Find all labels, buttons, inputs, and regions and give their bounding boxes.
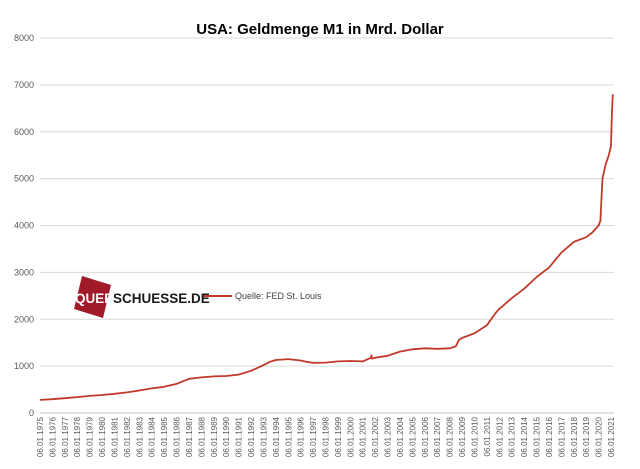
x-tick-label: 06.01.2010: [470, 416, 479, 457]
x-tick-label: 06.01.2013: [508, 416, 517, 457]
chart-title: USA: Geldmenge M1 in Mrd. Dollar: [196, 21, 444, 38]
x-axis-ticks: 06.01.1975 06.01.1976 06.01.1977 06.01.1978…: [36, 416, 616, 457]
x-tick-label: 06.01.2005: [408, 416, 417, 457]
y-tick-label: 8000: [14, 33, 34, 43]
x-tick-label: 06.01.2020: [595, 416, 604, 457]
x-tick-label: 06.01.1983: [135, 416, 144, 457]
y-tick-label: 5000: [14, 174, 34, 184]
x-tick-label: 06.01.2019: [582, 416, 591, 457]
x-tick-label: 06.01.2018: [570, 416, 579, 457]
x-tick-label: 06.01.2004: [396, 416, 405, 457]
x-tick-label: 06.01.1976: [48, 416, 57, 457]
logo-mark: [74, 276, 111, 318]
logo-suffix: SCHUESSE.DE: [113, 291, 210, 306]
y-axis-ticks: 0 1000 2000 3000 4000 5000 6000 7000 8000: [14, 33, 34, 418]
x-tick-label: 06.01.2009: [458, 416, 467, 457]
x-tick-label: 06.01.1999: [334, 416, 343, 457]
x-tick-label: 06.01.2007: [433, 416, 442, 457]
x-tick-label: 06.01.1981: [110, 416, 119, 457]
series-layer: [39, 94, 614, 401]
x-tick-label: 06.01.1988: [197, 416, 206, 457]
x-tick-label: 06.01.1993: [259, 416, 268, 457]
y-tick-label: 1000: [14, 361, 34, 371]
x-tick-label: 06.01.2021: [607, 416, 616, 457]
x-tick-label: 06.01.1998: [322, 416, 331, 457]
x-tick-label: 06.01.1996: [297, 416, 306, 457]
series-line-0: [39, 94, 614, 401]
x-tick-label: 06.01.2001: [359, 416, 368, 457]
x-tick-label: 06.01.2016: [545, 416, 554, 457]
x-tick-label: 06.01.1978: [73, 416, 82, 457]
x-tick-label: 06.01.1975: [36, 416, 45, 457]
x-tick-label: 06.01.1979: [86, 416, 95, 457]
logo-prefix: QUER: [75, 291, 114, 306]
x-tick-label: 06.01.1987: [185, 416, 194, 457]
x-tick-label: 06.01.2014: [520, 416, 529, 457]
x-tick-label: 06.01.2011: [483, 416, 492, 456]
x-tick-label: 06.01.1992: [247, 416, 256, 457]
x-tick-label: 06.01.1977: [61, 416, 70, 457]
y-tick-label: 2000: [14, 314, 34, 324]
x-tick-label: 06.01.2002: [371, 416, 380, 457]
x-tick-label: 06.01.2003: [384, 416, 393, 457]
y-tick-label: 4000: [14, 221, 34, 231]
x-tick-label: 06.01.2008: [446, 416, 455, 457]
y-tick-label: 3000: [14, 267, 34, 277]
x-tick-label: 06.01.1990: [222, 416, 231, 457]
x-tick-label: 06.01.1994: [272, 416, 281, 457]
x-tick-label: 06.01.2012: [495, 416, 504, 457]
x-tick-label: 06.01.1985: [160, 416, 169, 457]
x-tick-label: 06.01.1984: [148, 416, 157, 457]
x-tick-label: 06.01.2017: [557, 416, 566, 457]
y-tick-label: 7000: [14, 80, 34, 90]
x-tick-label: 06.01.1991: [235, 416, 244, 457]
x-tick-label: 06.01.1995: [284, 416, 293, 457]
y-tick-label: 0: [29, 408, 34, 418]
y-tick-label: 6000: [14, 127, 34, 137]
legend-label: Quelle: FED St. Louis: [235, 291, 322, 301]
x-tick-label: 06.01.1986: [173, 416, 182, 457]
grid-layer: [40, 37, 614, 414]
x-tick-label: 06.01.1989: [210, 416, 219, 457]
logo: QUER SCHUESSE.DE: [74, 276, 210, 318]
legend: Quelle: FED St. Louis: [203, 291, 322, 301]
x-tick-label: 06.01.1982: [123, 416, 132, 457]
x-tick-label: 06.01.1997: [309, 416, 318, 457]
x-tick-label: 06.01.2006: [421, 416, 430, 457]
x-tick-label: 06.01.2015: [533, 416, 542, 457]
x-tick-label: 06.01.2000: [346, 416, 355, 457]
x-tick-label: 06.01.1980: [98, 416, 107, 457]
